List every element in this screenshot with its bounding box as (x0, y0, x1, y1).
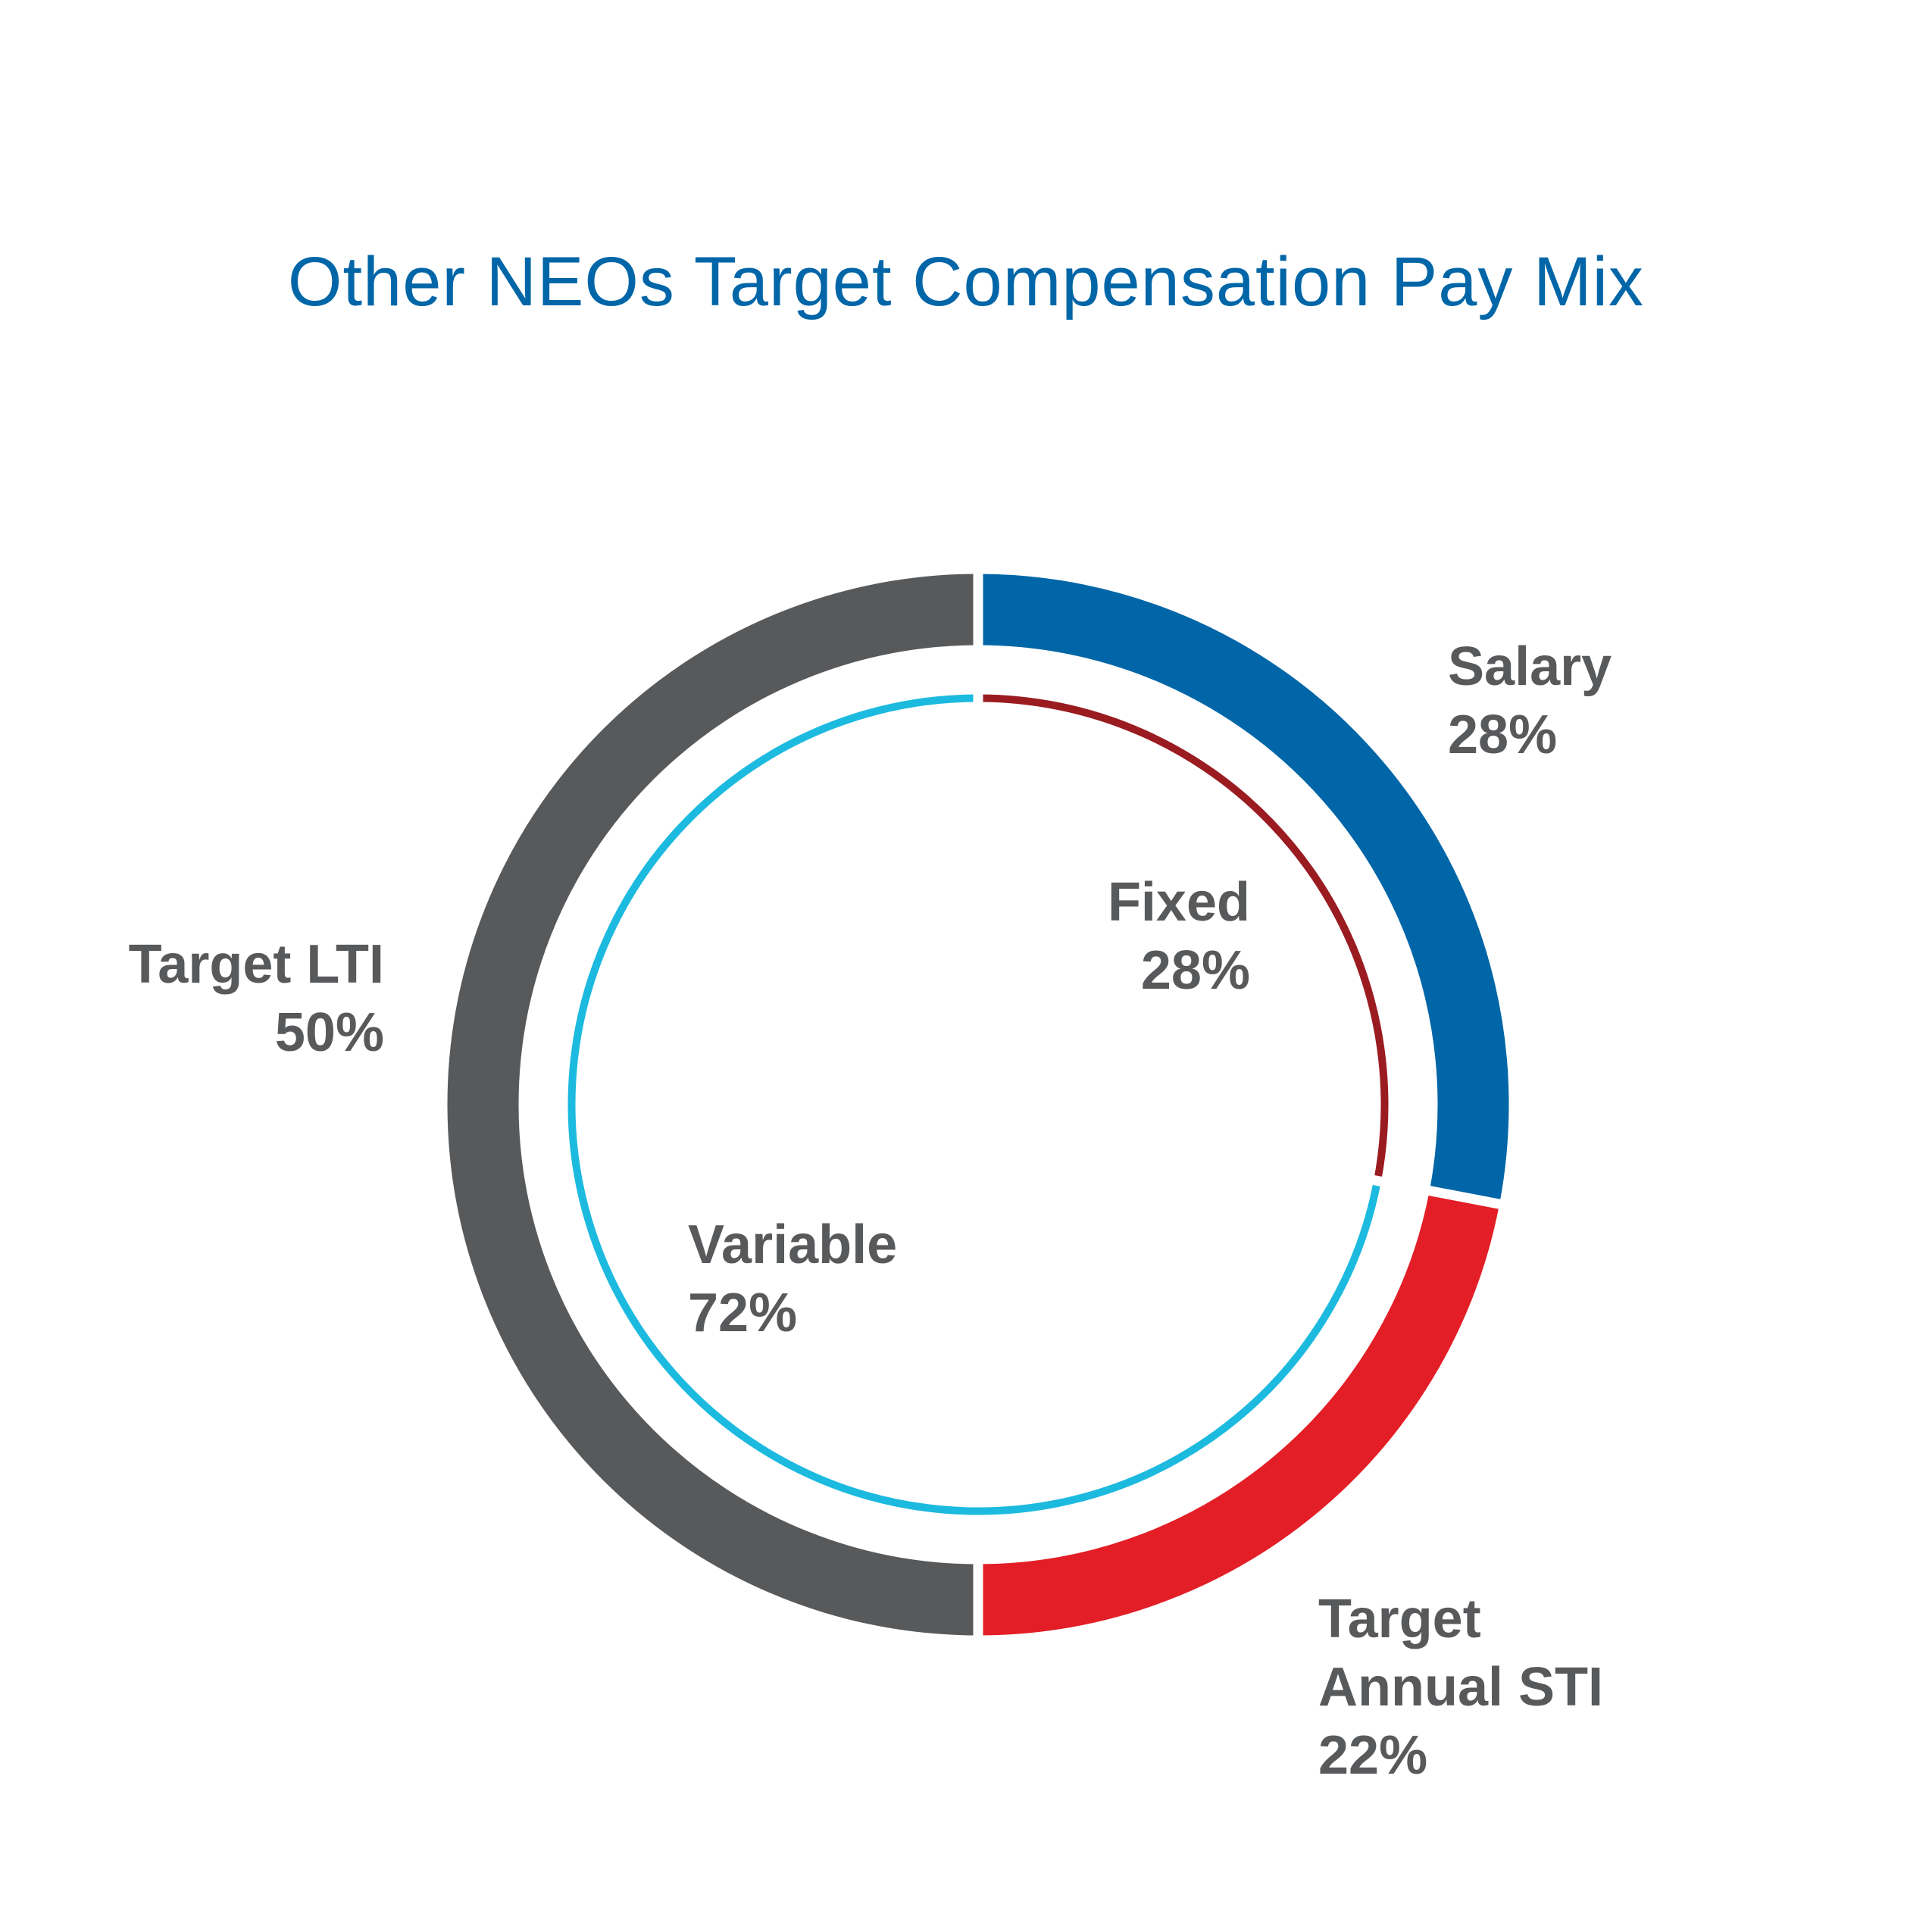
value-label: 22% (1318, 1725, 1428, 1786)
category-label: Target Annual STI (1318, 1589, 1603, 1718)
value-label: 28% (1448, 705, 1558, 765)
slice-label: Target Annual STI 22% (1318, 1585, 1674, 1790)
slice-label: Fixed 28% (1023, 868, 1250, 1005)
category-label: Target LTI (128, 934, 384, 995)
category-label: Fixed (1107, 872, 1250, 933)
slice-label: Salary 28% (1448, 633, 1612, 769)
category-label: Salary (1448, 636, 1612, 697)
value-label: 28% (1140, 940, 1250, 1001)
slice-label: Variable 72% (688, 1211, 897, 1347)
chart-title: Other NEOs Target Compensation Pay Mix (287, 243, 1645, 320)
category-label: Variable (688, 1215, 898, 1275)
donut-segment (973, 564, 1519, 1211)
donut-segment (558, 684, 1392, 1525)
value-label: 72% (688, 1283, 798, 1343)
slice-label: Target LTI 50% (81, 930, 384, 1067)
value-label: 50% (274, 1002, 384, 1063)
donut-segment (437, 564, 983, 1646)
